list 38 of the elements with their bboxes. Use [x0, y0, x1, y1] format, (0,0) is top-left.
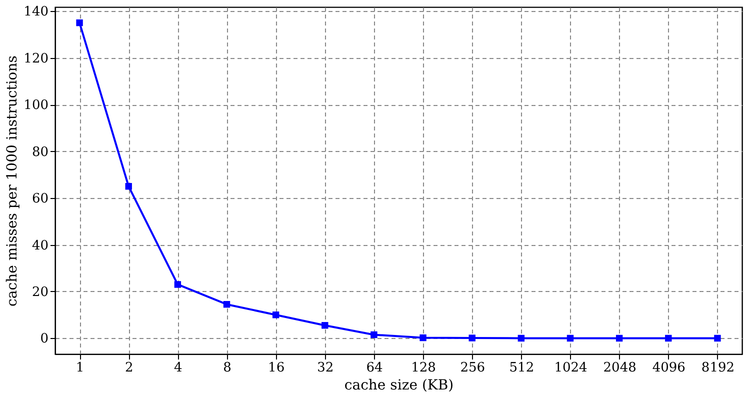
- x-tick-label: 32: [317, 360, 334, 376]
- point: [272, 312, 280, 318]
- y-axis-title: cache misses per 1000 instructions: [4, 56, 21, 306]
- point: [518, 334, 525, 342]
- x-tick-label: 512: [509, 360, 534, 376]
- point: [714, 334, 721, 342]
- x-axis-title: cache size (KB): [344, 378, 454, 394]
- point: [125, 182, 132, 190]
- x-tick-label: 4096: [652, 360, 686, 376]
- x-tick-label: 1: [76, 360, 84, 376]
- point: [420, 334, 426, 342]
- point: [665, 334, 672, 342]
- x-tick-label: 2048: [603, 360, 636, 376]
- y-tick-label: 0: [40, 332, 48, 347]
- x-tick-label: 64: [366, 360, 383, 376]
- y-tick-label: 80: [32, 144, 48, 160]
- point: [174, 281, 182, 288]
- point: [76, 19, 83, 26]
- x-tick-label: 2: [124, 360, 134, 376]
- y-tick-label: 120: [24, 51, 48, 66]
- point: [223, 300, 230, 308]
- y-tick-label: 20: [32, 284, 48, 300]
- y-tick-label: 100: [24, 98, 48, 114]
- point: [322, 322, 328, 329]
- point: [370, 331, 378, 338]
- y-tick-label: 40: [32, 238, 48, 254]
- x-tick-label: 8192: [701, 360, 735, 376]
- x-tick-label: 16: [268, 360, 285, 376]
- point: [616, 334, 623, 342]
- x-tick-label: 128: [411, 360, 436, 376]
- point: [566, 334, 574, 342]
- y-tick-label: 60: [32, 192, 48, 207]
- x-tick-label: 1024: [554, 360, 588, 376]
- x-tick-label: 8: [223, 360, 232, 376]
- y-tick-label: 140: [24, 4, 48, 20]
- point: [468, 334, 476, 342]
- x-tick-label: 4: [174, 360, 182, 376]
- x-tick-label: 256: [460, 360, 486, 376]
